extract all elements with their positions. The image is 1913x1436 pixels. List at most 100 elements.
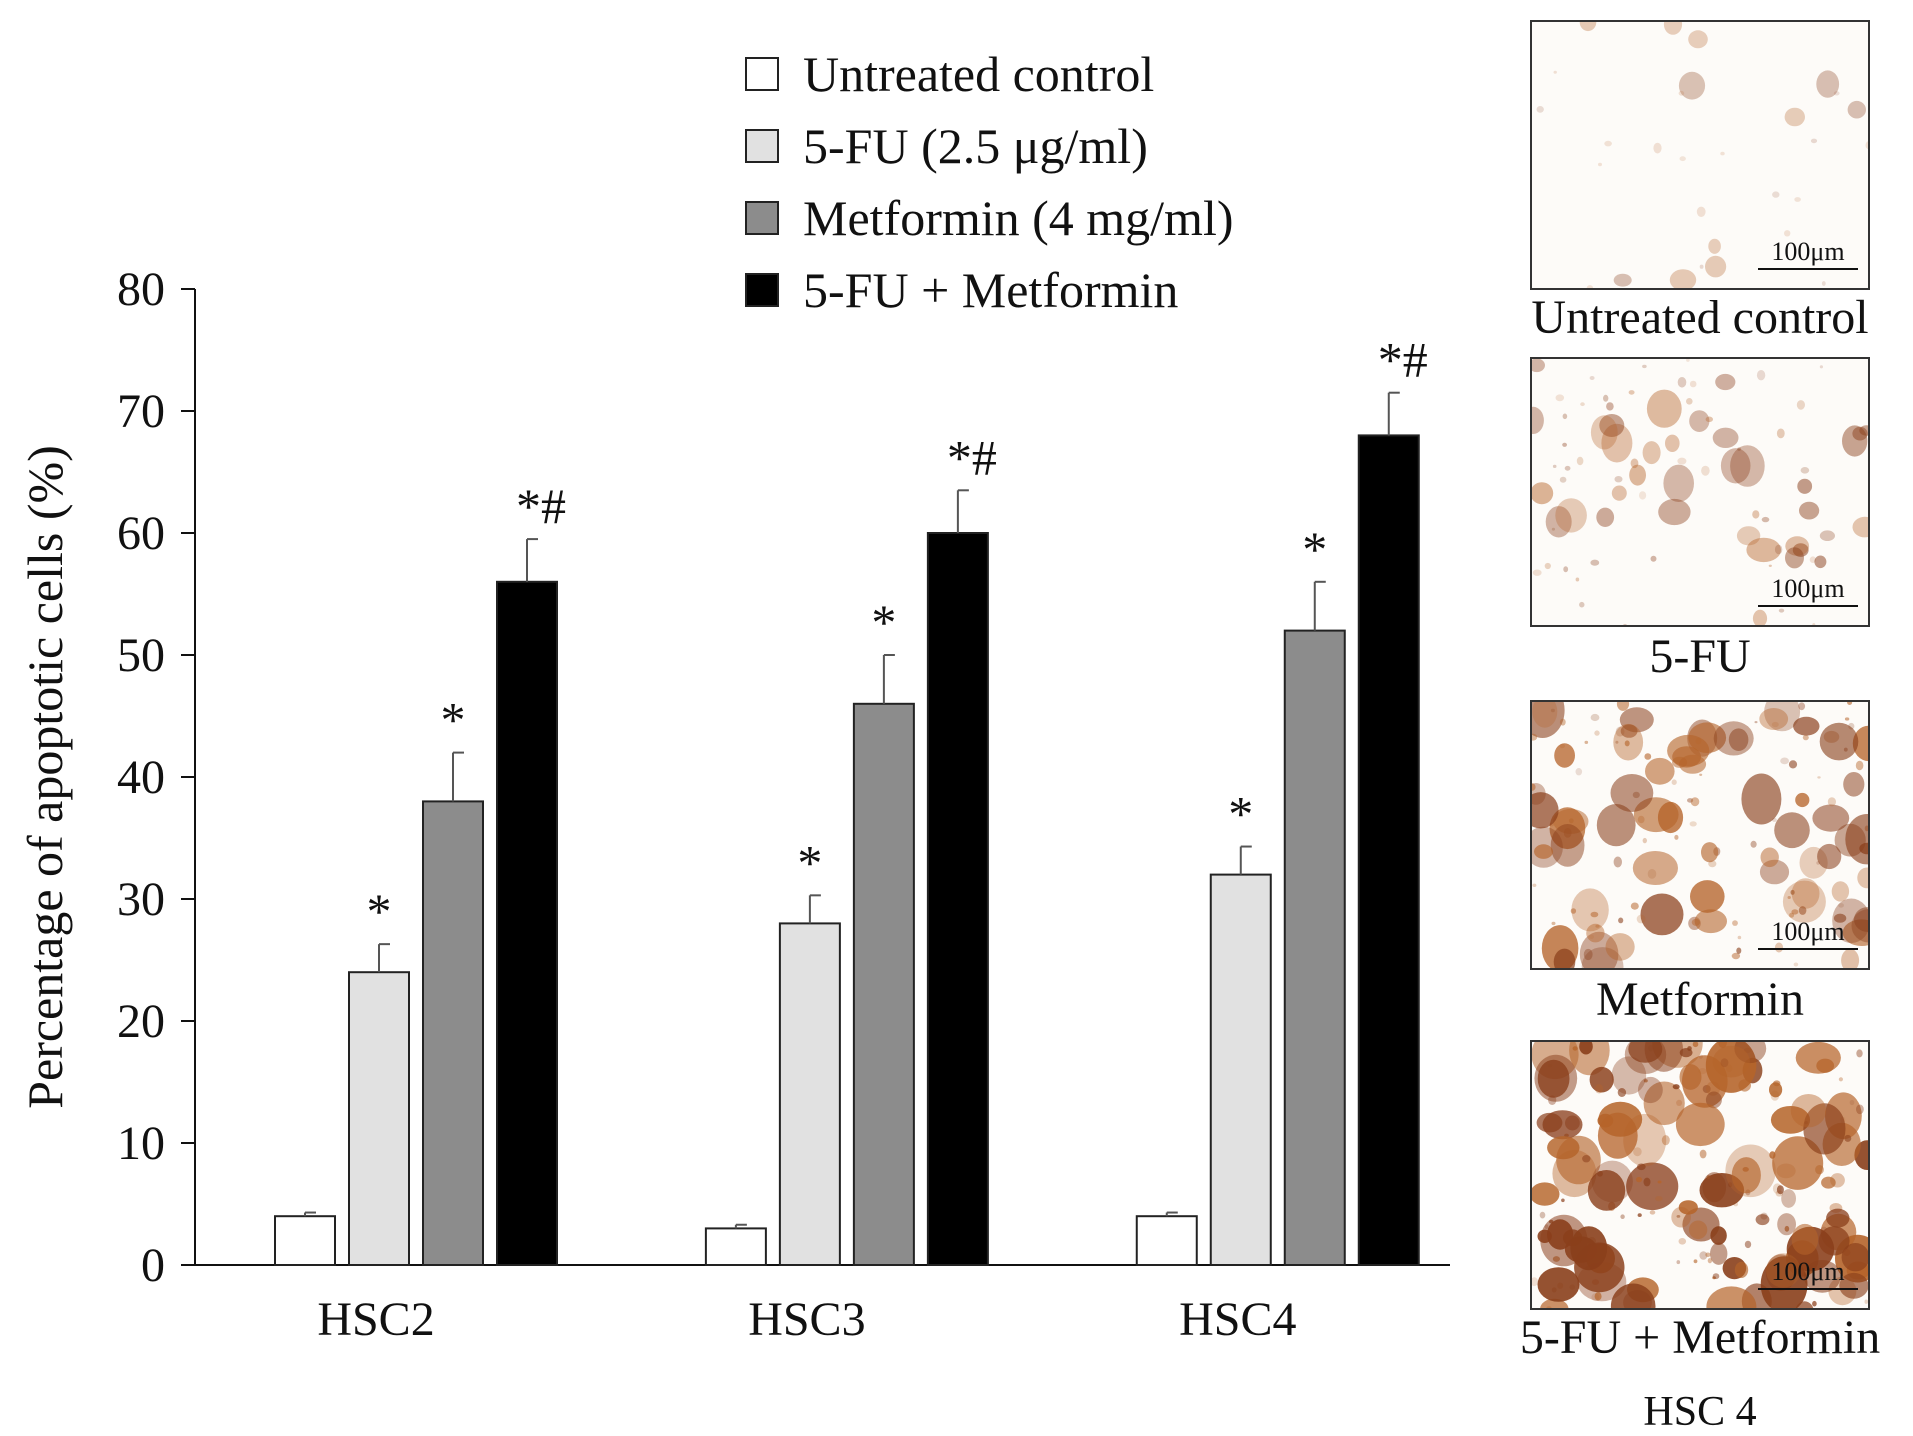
stained-cell <box>1559 476 1567 483</box>
scale-bar: 100μm <box>1758 1259 1858 1290</box>
stained-cell <box>1798 1262 1807 1271</box>
stained-cell <box>1780 757 1789 765</box>
stained-cell <box>1737 935 1742 940</box>
legend-item-combo: 5-FU + Metformin <box>745 254 1234 326</box>
stained-cell <box>1734 1261 1749 1278</box>
stained-cell <box>1814 555 1827 569</box>
scale-bar-label: 100μm <box>1771 917 1845 946</box>
micrograph-image: 100μm <box>1530 1040 1870 1310</box>
stained-cell <box>1754 721 1758 724</box>
stained-cell <box>1555 394 1565 402</box>
stained-cell <box>1795 792 1810 808</box>
stained-cell <box>1816 70 1840 98</box>
stained-cell <box>1574 1242 1625 1293</box>
micrograph-caption: 5-FU + Metformin <box>1519 1311 1881 1364</box>
stained-cell <box>1781 1189 1796 1208</box>
stained-cell <box>1539 1211 1546 1219</box>
stained-cell <box>1603 394 1609 402</box>
stained-cell <box>1784 230 1791 237</box>
stained-cell <box>1678 1200 1698 1215</box>
stained-cell <box>1821 1176 1836 1189</box>
stained-cell <box>1669 269 1697 288</box>
stained-cell <box>1838 1077 1843 1082</box>
stained-cell <box>1690 880 1725 913</box>
bar <box>778 922 841 1267</box>
stained-cell <box>1667 734 1710 767</box>
stained-cell <box>1676 1099 1683 1106</box>
stained-cell <box>1752 510 1760 519</box>
legend-label: 5-FU + Metformin <box>803 262 1179 318</box>
stained-cell <box>1833 91 1840 96</box>
stained-cell <box>1637 815 1645 824</box>
legend-swatch <box>745 201 779 235</box>
stained-cell <box>1690 797 1700 807</box>
stained-cell <box>1788 760 1798 769</box>
stained-cell <box>1629 464 1646 486</box>
stained-cell <box>1595 1084 1604 1094</box>
stained-cell <box>1661 1135 1670 1146</box>
stained-cell <box>1705 255 1727 278</box>
stained-cell <box>1571 888 1609 932</box>
stained-cell <box>1712 1045 1750 1078</box>
scale-bar-line <box>1758 268 1858 270</box>
stained-cell <box>1544 562 1551 570</box>
significance-label: *# <box>1378 332 1428 388</box>
stained-cell <box>1833 913 1847 923</box>
stained-cell <box>1638 1076 1663 1104</box>
stained-cell <box>1686 359 1690 362</box>
stained-cell <box>1532 359 1545 373</box>
stained-cell <box>1798 702 1806 711</box>
stained-cell <box>1630 458 1639 469</box>
stained-cell <box>1636 914 1646 924</box>
stained-cell <box>1800 467 1810 474</box>
stained-cell <box>1776 1185 1784 1195</box>
stained-cell <box>1855 760 1864 771</box>
stained-cell <box>1597 1112 1638 1159</box>
micrograph-panel-untreated: 100μm Untreated control <box>1530 20 1870 344</box>
stained-cell <box>1579 601 1585 608</box>
stained-cell <box>1701 842 1719 863</box>
legend-item-5fu: 5-FU (2.5 μg/ml) <box>745 110 1234 182</box>
scale-bar: 100μm <box>1758 576 1858 607</box>
stained-cell <box>1854 907 1868 932</box>
stained-cell <box>1545 506 1572 538</box>
stained-cell <box>1772 1136 1824 1190</box>
stained-cell <box>1752 609 1768 625</box>
stained-cell <box>1613 723 1644 761</box>
micrograph-caption: Metformin <box>1596 973 1804 1026</box>
stained-cell <box>1618 917 1624 924</box>
stained-cell <box>1736 947 1742 954</box>
stained-cell <box>1796 400 1805 410</box>
stained-cell <box>1532 569 1542 576</box>
stained-cell <box>1817 843 1842 870</box>
stained-cell <box>1636 1163 1646 1171</box>
stained-cell <box>1570 908 1577 914</box>
stained-cell <box>1617 1088 1627 1097</box>
stained-cell <box>1791 878 1820 909</box>
stained-cell <box>1791 909 1799 915</box>
stained-cell <box>1604 140 1612 147</box>
stained-cell <box>1663 464 1694 502</box>
stained-cell <box>1583 948 1593 961</box>
stained-cell <box>1803 1103 1846 1155</box>
bar <box>704 1227 767 1267</box>
micrograph-texture <box>1532 702 1868 968</box>
y-tick-label: 70 <box>117 385 165 438</box>
micrograph-caption: 5-FU <box>1649 630 1751 683</box>
stained-cell <box>1532 702 1565 738</box>
legend-swatch <box>745 129 779 163</box>
stained-cell <box>1586 923 1605 943</box>
scale-bar-line <box>1758 605 1858 607</box>
stained-cell <box>1698 1054 1703 1059</box>
stained-cell <box>1712 427 1739 448</box>
stained-cell <box>1776 428 1785 439</box>
stained-cell <box>1581 947 1624 968</box>
stained-cell <box>1689 380 1697 388</box>
stained-cell <box>1785 536 1810 556</box>
stained-cell <box>1623 623 1627 625</box>
stained-cell <box>1649 1210 1656 1215</box>
chart-annotations: * * *# * * *# * * *# <box>367 332 1428 939</box>
stained-cell <box>1798 906 1807 915</box>
stained-cell <box>1676 1260 1681 1265</box>
stained-cell <box>1623 1113 1667 1167</box>
